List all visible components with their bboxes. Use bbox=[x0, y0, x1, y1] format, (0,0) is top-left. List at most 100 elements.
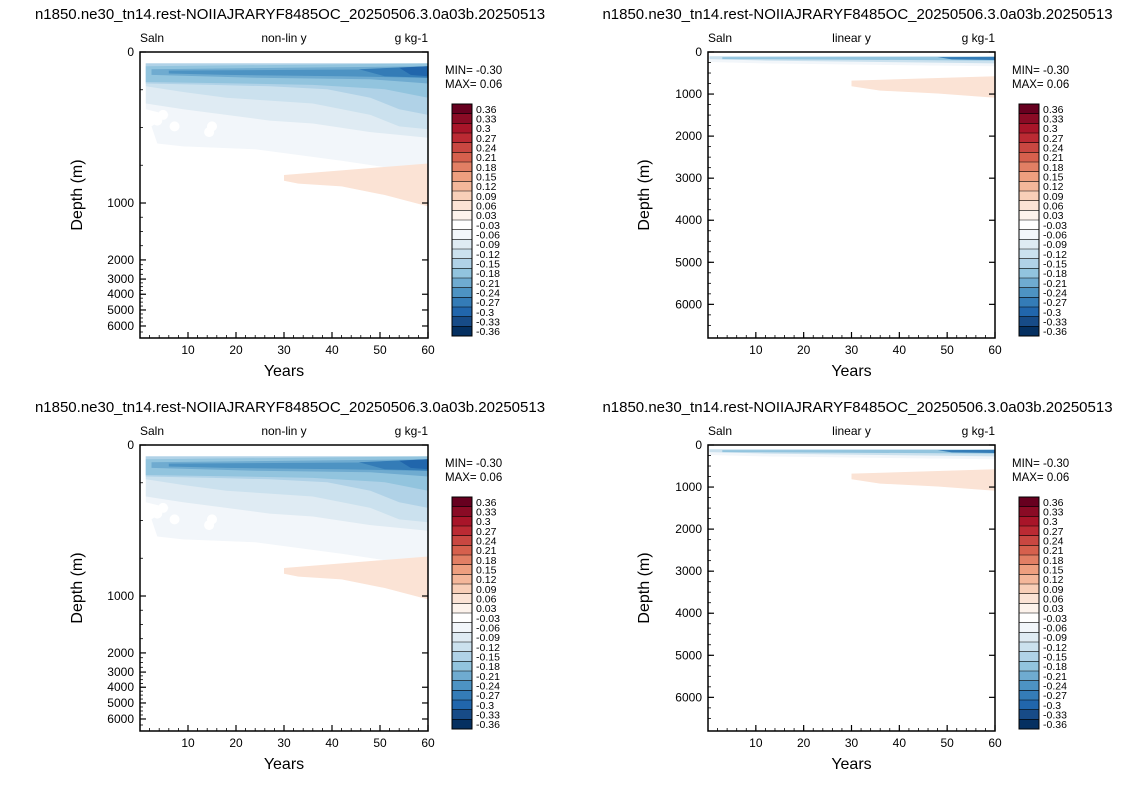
colorbar-label: 0.09 bbox=[1043, 191, 1064, 203]
colorbar-label: 0.33 bbox=[1043, 507, 1064, 519]
colorbar-box bbox=[1019, 661, 1039, 672]
colorbar-label: -0.21 bbox=[476, 671, 500, 683]
colorbar-label: -0.12 bbox=[476, 249, 500, 261]
x-tick-label: 40 bbox=[893, 343, 907, 357]
colorbar-label: -0.36 bbox=[1043, 719, 1067, 731]
colorbar-box bbox=[1019, 632, 1039, 643]
colorbar-box bbox=[1019, 123, 1039, 134]
colorbar-label: 0.36 bbox=[1043, 497, 1064, 509]
colorbar-label: 0.3 bbox=[1043, 123, 1058, 135]
colorbar-label: -0.24 bbox=[1043, 288, 1067, 300]
x-axis-label: Years bbox=[831, 756, 871, 773]
colorbar-box bbox=[1019, 545, 1039, 556]
colorbar-frame bbox=[451, 103, 473, 337]
colorbar-box bbox=[1019, 584, 1039, 594]
colorbar-label: 0.27 bbox=[1043, 133, 1064, 145]
colorbar: 0.360.330.30.270.240.210.180.150.120.090… bbox=[451, 496, 500, 731]
colorbar-label: -0.3 bbox=[476, 307, 494, 319]
max-value-text: MAX= 0.06 bbox=[445, 472, 502, 484]
x-tick-label: 50 bbox=[373, 343, 387, 357]
colorbar-label: 0.03 bbox=[476, 603, 497, 615]
contour-band-3 bbox=[722, 56, 995, 61]
colorbar-box bbox=[1019, 613, 1039, 623]
max-value-text: MAX= 0.06 bbox=[445, 79, 502, 91]
y-tick-label: 6000 bbox=[107, 319, 134, 333]
y-tick-label: 0 bbox=[695, 438, 702, 452]
colorbar-label: 0.21 bbox=[476, 545, 497, 557]
colorbar-box bbox=[452, 162, 472, 172]
colorbar-box bbox=[1019, 210, 1039, 221]
contour-band-10 bbox=[284, 163, 428, 207]
x-tick-label: 10 bbox=[749, 343, 763, 357]
colorbar-label: -0.06 bbox=[476, 623, 500, 635]
colorbar-label: -0.21 bbox=[1043, 278, 1067, 290]
y-tick-label: 5000 bbox=[107, 303, 134, 317]
colorbar: 0.360.330.30.270.240.210.180.150.120.090… bbox=[451, 103, 500, 338]
colorbar-label: 0.06 bbox=[476, 594, 497, 606]
colorbar-box bbox=[452, 210, 472, 221]
colorbar-box bbox=[1019, 152, 1039, 163]
y-tick-label: 2000 bbox=[107, 646, 134, 660]
contour-fills bbox=[709, 449, 995, 491]
units-label: g kg-1 bbox=[962, 31, 996, 45]
y-tick-label: 0 bbox=[695, 45, 702, 59]
colorbar-label: 0.3 bbox=[476, 123, 491, 135]
colorbar-label: 0.21 bbox=[1043, 545, 1064, 557]
colorbar-label: -0.09 bbox=[1043, 239, 1067, 251]
min-value-text: MIN= -0.30 bbox=[445, 458, 502, 470]
colorbar: 0.360.330.30.270.240.210.180.150.120.090… bbox=[1018, 103, 1067, 338]
y-tick-label: 6000 bbox=[107, 712, 134, 726]
colorbar-box bbox=[1019, 671, 1039, 681]
colorbar-box bbox=[1019, 700, 1039, 710]
colorbar-box bbox=[452, 113, 472, 124]
colorbar-box bbox=[452, 555, 472, 565]
colorbar-label: 0.21 bbox=[476, 152, 497, 164]
contour-hole-5 bbox=[204, 127, 215, 138]
colorbar-box bbox=[452, 123, 472, 134]
colorbar-box bbox=[452, 603, 472, 614]
colorbar-label: -0.03 bbox=[476, 613, 500, 625]
colorbar-box bbox=[452, 258, 472, 269]
colorbar-box bbox=[452, 229, 472, 240]
colorbar-label: -0.12 bbox=[1043, 642, 1067, 654]
axis-type-label: non-lin y bbox=[261, 31, 306, 45]
y-tick-label: 2000 bbox=[107, 253, 134, 267]
colorbar-label: 0.24 bbox=[476, 536, 497, 548]
colorbar-box bbox=[452, 104, 472, 114]
contour-band-5 bbox=[851, 469, 995, 491]
colorbar-label: -0.27 bbox=[476, 690, 500, 702]
units-label: g kg-1 bbox=[395, 424, 429, 438]
colorbar-box bbox=[1019, 651, 1039, 662]
colorbar-label: 0.09 bbox=[1043, 584, 1064, 596]
colorbar-box bbox=[1019, 326, 1039, 337]
colorbar-box bbox=[1019, 297, 1039, 308]
colorbar-frame bbox=[1018, 103, 1040, 337]
colorbar-box bbox=[452, 268, 472, 279]
colorbar-label: 0.12 bbox=[476, 181, 497, 193]
units-label: g kg-1 bbox=[395, 31, 429, 45]
colorbar-box bbox=[452, 239, 472, 250]
x-tick-label: 40 bbox=[325, 736, 339, 750]
colorbar-label: -0.33 bbox=[476, 710, 500, 722]
colorbar-box bbox=[1019, 555, 1039, 565]
axis-type-label: linear y bbox=[832, 424, 871, 438]
colorbar-label: -0.27 bbox=[1043, 690, 1067, 702]
colorbar-box bbox=[1019, 564, 1039, 575]
colorbar-label: -0.18 bbox=[1043, 268, 1067, 280]
colorbar-box bbox=[452, 142, 472, 153]
colorbar-frame bbox=[1018, 496, 1040, 730]
colorbar-label: -0.18 bbox=[1043, 661, 1067, 673]
colorbar-label: 0.03 bbox=[1043, 603, 1064, 615]
x-tick-label: 30 bbox=[845, 736, 859, 750]
contour-hole-3 bbox=[169, 514, 180, 525]
colorbar-box bbox=[452, 249, 472, 259]
colorbar-label: -0.03 bbox=[1043, 613, 1067, 625]
x-tick-label: 40 bbox=[325, 343, 339, 357]
colorbar-label: -0.15 bbox=[476, 652, 500, 664]
chart-panel-3: n1850.ne30_tn14.rest-NOIIAJRARYF8485OC_2… bbox=[35, 399, 545, 773]
y-tick-label: 4000 bbox=[107, 287, 134, 301]
colorbar-label: 0.24 bbox=[1043, 536, 1064, 548]
y-tick-label: 0 bbox=[127, 438, 134, 452]
colorbar-box bbox=[452, 700, 472, 710]
colorbar-box bbox=[1019, 622, 1039, 633]
